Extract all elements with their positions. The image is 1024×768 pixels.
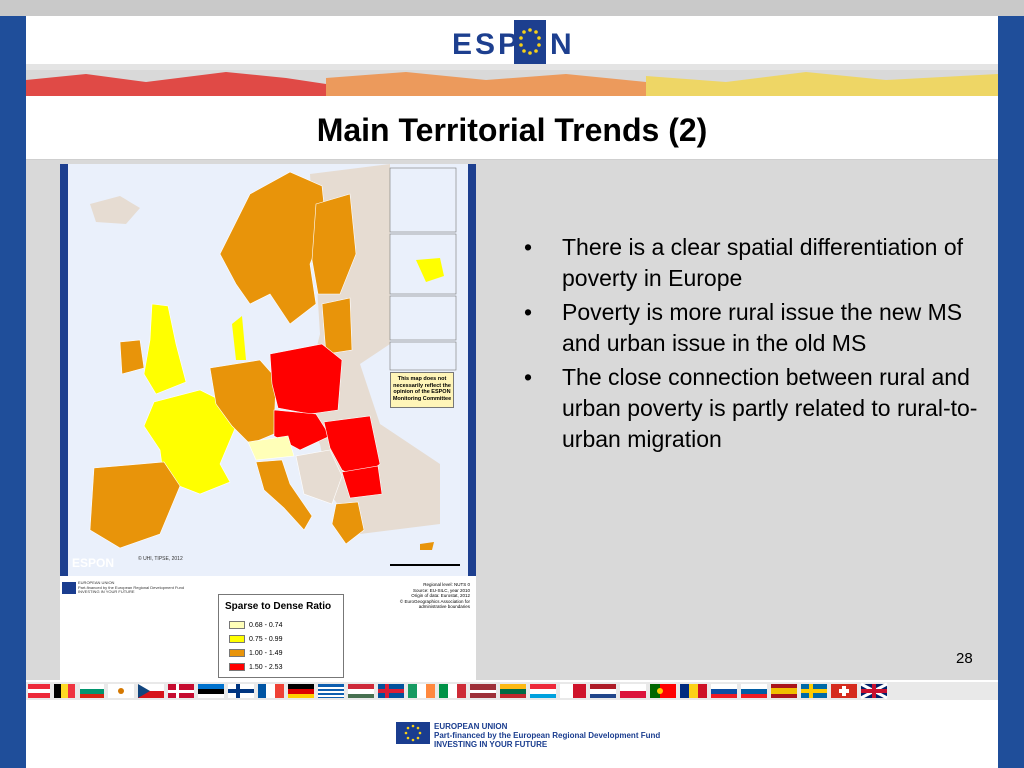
flag-row <box>28 682 888 700</box>
bullet-item: • Poverty is more rural issue the new MS … <box>524 299 963 356</box>
europe-map <box>60 164 476 680</box>
inset-acores <box>389 341 457 371</box>
eu-stars-footer-icon <box>404 724 422 742</box>
bullet-item: • The close connection between rural and … <box>524 364 978 452</box>
denmark <box>232 316 246 360</box>
eu-stars-icon <box>519 28 541 55</box>
top-band <box>0 0 1024 16</box>
legend-item: 1.50 - 2.53 <box>229 663 282 671</box>
inset-canarias <box>389 167 457 233</box>
header: ESP N <box>26 16 998 64</box>
finland <box>311 193 357 295</box>
bullet-item: • There is a clear spatial differentiatio… <box>524 234 964 291</box>
cyprus <box>420 542 434 550</box>
legend-swatch <box>229 621 245 629</box>
logo-text-esp: ESP <box>452 28 521 61</box>
map-eu-text: EUROPEAN UNION Part-financed by the Euro… <box>78 580 185 594</box>
legend-swatch <box>229 635 245 643</box>
map-espon-logo: ESPON <box>72 556 115 570</box>
austria <box>247 435 295 461</box>
scandinavia <box>219 171 327 325</box>
ireland <box>119 339 145 375</box>
footer-eu-text: EUROPEAN UNION Part-financed by the Euro… <box>434 722 661 749</box>
legend-title: Sparse to Dense Ratio <box>225 601 332 612</box>
inset-madeira-acores <box>389 295 457 341</box>
content-area: This map does not necessarily reflect th… <box>26 160 998 680</box>
title-bar: Main Territorial Trends (2) <box>26 96 998 160</box>
map-strip-graphic <box>26 64 998 96</box>
bulgaria <box>341 465 383 499</box>
bullet-list: • There is a clear spatial differentiatio… <box>518 232 988 458</box>
legend-swatch <box>229 649 245 657</box>
legend-swatch <box>229 663 245 671</box>
map-copyright: © UHI, TIPSE, 2012 <box>138 556 183 562</box>
baltic-states <box>321 297 353 355</box>
legend-item: 0.68 - 0.74 <box>229 621 282 629</box>
iberian-peninsula <box>89 461 181 549</box>
germany <box>209 359 277 445</box>
logo-text-n: N <box>550 28 572 61</box>
legend-item: 1.00 - 1.49 <box>229 649 282 657</box>
map-metadata: Regional level: NUTS 0 Source: EU-SILC, … <box>399 582 470 609</box>
decorative-map-strip <box>26 64 998 96</box>
legend-item: 0.75 - 0.99 <box>229 635 282 643</box>
greece <box>331 501 365 545</box>
guyane <box>416 258 444 282</box>
page-title: Main Territorial Trends (2) <box>316 112 708 148</box>
footer: EUROPEAN UNION Part-financed by the Euro… <box>26 702 998 768</box>
slide: ESP N Main Territorial Trends (2) <box>26 16 998 768</box>
iceland <box>90 196 140 224</box>
united-kingdom <box>143 303 187 395</box>
map-eu-flag-icon <box>62 582 76 594</box>
western-balkans <box>295 449 343 505</box>
eu-flags-strip <box>26 680 998 702</box>
poland <box>269 343 343 415</box>
espon-logo: ESP N <box>452 18 574 64</box>
italy <box>255 459 313 531</box>
poverty-map-figure: This map does not necessarily reflect th… <box>60 164 476 680</box>
map-legend: Sparse to Dense Ratio 0.68 - 0.74 0.75 -… <box>218 594 344 678</box>
espon-logo-graphic: ESP N <box>452 18 572 64</box>
eu-square <box>514 18 546 64</box>
eu-flag-icon <box>396 722 430 744</box>
map-disclaimer-note: This map does not necessarily reflect th… <box>390 372 454 408</box>
page-number: 28 <box>956 650 973 667</box>
scale-bar <box>390 564 460 566</box>
flags-graphic <box>26 682 998 700</box>
